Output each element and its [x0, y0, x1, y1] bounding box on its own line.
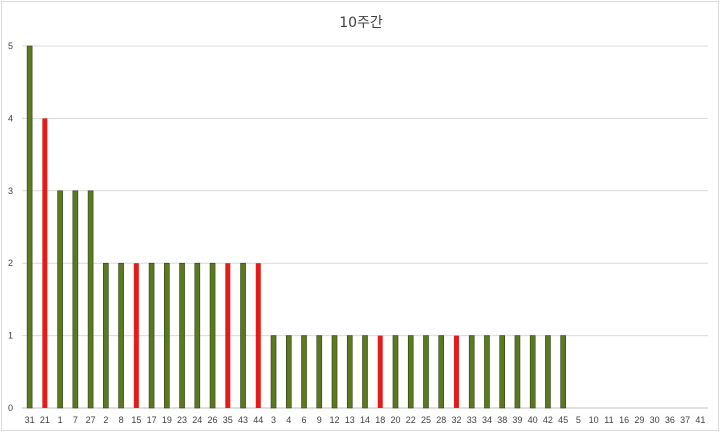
y-tick-label: 0 [8, 403, 13, 413]
x-tick-label: 43 [238, 415, 248, 425]
bar-27 [87, 190, 94, 409]
bar-8 [118, 262, 124, 409]
x-tick-label: 34 [482, 415, 492, 425]
bar-26 [209, 262, 216, 409]
x-tick-label: 31 [25, 415, 35, 425]
x-tick-label: 15 [131, 415, 141, 425]
x-tick-label: 18 [375, 415, 385, 425]
bar-40 [529, 335, 536, 409]
y-tick-label: 5 [8, 41, 13, 51]
bar-2 [103, 262, 109, 409]
x-tick-label: 10 [589, 415, 599, 425]
x-tick-label: 26 [208, 415, 218, 425]
x-tick-label: 3 [271, 415, 276, 425]
bar-35 [225, 263, 231, 408]
y-tick-label: 1 [8, 331, 13, 341]
x-tick-label: 4 [286, 415, 291, 425]
x-tick-label: 1 [58, 415, 63, 425]
x-tick-label: 9 [317, 415, 322, 425]
x-tick-label: 13 [345, 415, 355, 425]
x-tick-label: 8 [119, 415, 124, 425]
bar-9 [316, 335, 323, 409]
bar-19 [164, 262, 170, 409]
x-tick-label: 20 [390, 415, 400, 425]
x-tick-label: 6 [302, 415, 307, 425]
x-tick-label: 36 [665, 415, 675, 425]
x-axis-ticks: 31 21 1 7 27 2 8 15 17 19 23 24 26 35 43 44 3 4 6 9 12 13 14 18… [25, 415, 706, 425]
x-tick-label: 30 [650, 415, 660, 425]
x-tick-label: 35 [223, 415, 233, 425]
bar-39 [514, 335, 521, 409]
bar-13 [346, 335, 353, 409]
x-tick-label: 11 [604, 415, 613, 425]
x-tick-label: 29 [634, 415, 644, 425]
chart-title: 10주간 [339, 15, 383, 31]
x-tick-label: 45 [558, 415, 568, 425]
x-tick-label: 14 [360, 415, 370, 425]
x-tick-label: 32 [451, 415, 461, 425]
y-tick-label: 3 [8, 186, 13, 196]
bar-34 [484, 335, 490, 409]
bar-7 [72, 190, 79, 409]
bar-31 [26, 45, 33, 409]
x-tick-label: 12 [330, 415, 340, 425]
x-tick-label: 2 [103, 415, 108, 425]
x-tick-label: 37 [680, 415, 690, 425]
bar-28 [438, 335, 445, 409]
bar-24 [194, 262, 201, 409]
x-tick-label: 39 [512, 415, 522, 425]
bar-32 [453, 335, 459, 408]
bar-17 [148, 262, 155, 409]
bar-44 [255, 263, 261, 408]
bar-33 [468, 335, 475, 409]
bar-1 [57, 190, 63, 409]
bars [26, 45, 566, 409]
bar-43 [240, 262, 246, 409]
bar-23 [179, 262, 185, 409]
x-tick-label: 44 [253, 415, 263, 425]
y-tick-label: 2 [8, 258, 13, 268]
bar-20 [392, 335, 399, 409]
bar-22 [407, 335, 414, 409]
x-tick-label: 27 [86, 415, 96, 425]
bar-25 [423, 335, 429, 409]
x-tick-label: 42 [543, 415, 553, 425]
y-tick-label: 4 [8, 113, 13, 123]
x-tick-label: 23 [177, 415, 187, 425]
x-tick-label: 40 [528, 415, 538, 425]
bar-14 [362, 335, 368, 409]
bar-38 [499, 335, 506, 409]
bar-18 [377, 335, 383, 408]
x-tick-label: 25 [421, 415, 431, 425]
x-tick-label: 16 [619, 415, 629, 425]
bar-15 [133, 263, 139, 408]
x-tick-label: 41 [695, 415, 705, 425]
bar-6 [301, 335, 307, 409]
y-axis-ticks: 0 1 2 3 4 5 [8, 41, 13, 413]
bar-42 [545, 335, 551, 409]
bar-3 [270, 335, 277, 409]
x-tick-label: 21 [40, 415, 50, 425]
x-tick-label: 5 [576, 415, 581, 425]
bar-12 [331, 335, 338, 409]
x-tick-label: 24 [192, 415, 202, 425]
bar-45 [560, 335, 566, 409]
bar-21 [42, 118, 48, 409]
x-tick-label: 19 [162, 415, 172, 425]
x-tick-label: 38 [497, 415, 507, 425]
x-tick-label: 7 [73, 415, 78, 425]
x-tick-label: 28 [436, 415, 446, 425]
x-tick-label: 33 [467, 415, 477, 425]
x-tick-label: 22 [406, 415, 416, 425]
x-tick-label: 17 [147, 415, 157, 425]
bar-4 [285, 335, 292, 409]
